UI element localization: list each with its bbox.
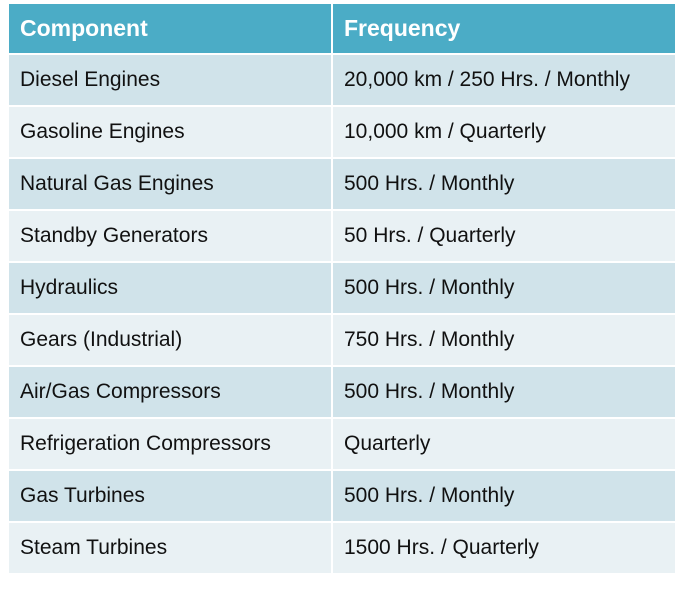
component-cell: Gasoline Engines xyxy=(7,105,333,159)
component-cell: Refrigeration Compressors xyxy=(7,417,333,471)
table-body: Diesel Engines 20,000 km / 250 Hrs. / Mon… xyxy=(7,53,677,575)
component-cell: Diesel Engines xyxy=(7,53,333,107)
header-cell: Frequency xyxy=(331,2,677,55)
component-cell: Steam Turbines xyxy=(7,521,333,575)
frequency-cell: 10,000 km / Quarterly xyxy=(331,105,677,159)
frequency-cell: Quarterly xyxy=(331,417,677,471)
maintenance-table: Component Frequency Diesel Engines 20,000… xyxy=(7,2,677,575)
component-cell: Air/Gas Compressors xyxy=(7,365,333,419)
header-cell: Component xyxy=(7,2,333,55)
frequency-cell: 750 Hrs. / Monthly xyxy=(331,313,677,367)
table-header: Component Frequency xyxy=(7,2,677,55)
component-cell: Gears (Industrial) xyxy=(7,313,333,367)
frequency-cell: 50 Hrs. / Quarterly xyxy=(331,209,677,263)
component-cell: Gas Turbines xyxy=(7,469,333,523)
table-row: Refrigeration Compressors Quarterly xyxy=(7,417,677,471)
table-row: Steam Turbines 1500 Hrs. / Quarterly xyxy=(7,521,677,575)
table-row: Air/Gas Compressors 500 Hrs. / Monthly xyxy=(7,365,677,419)
component-cell: Natural Gas Engines xyxy=(7,157,333,211)
frequency-cell: 500 Hrs. / Monthly xyxy=(331,157,677,211)
header-row: Component Frequency xyxy=(7,2,677,55)
table-row: Standby Generators 50 Hrs. / Quarterly xyxy=(7,209,677,263)
component-cell: Standby Generators xyxy=(7,209,333,263)
component-cell: Hydraulics xyxy=(7,261,333,315)
table-row: Natural Gas Engines 500 Hrs. / Monthly xyxy=(7,157,677,211)
table-row: Gas Turbines 500 Hrs. / Monthly xyxy=(7,469,677,523)
table-row: Gears (Industrial) 750 Hrs. / Monthly xyxy=(7,313,677,367)
frequency-cell: 500 Hrs. / Monthly xyxy=(331,469,677,523)
table-row: Gasoline Engines 10,000 km / Quarterly xyxy=(7,105,677,159)
table-row: Hydraulics 500 Hrs. / Monthly xyxy=(7,261,677,315)
frequency-cell: 20,000 km / 250 Hrs. / Monthly xyxy=(331,53,677,107)
table-row: Diesel Engines 20,000 km / 250 Hrs. / Mon… xyxy=(7,53,677,107)
frequency-cell: 1500 Hrs. / Quarterly xyxy=(331,521,677,575)
frequency-cell: 500 Hrs. / Monthly xyxy=(331,365,677,419)
frequency-cell: 500 Hrs. / Monthly xyxy=(331,261,677,315)
